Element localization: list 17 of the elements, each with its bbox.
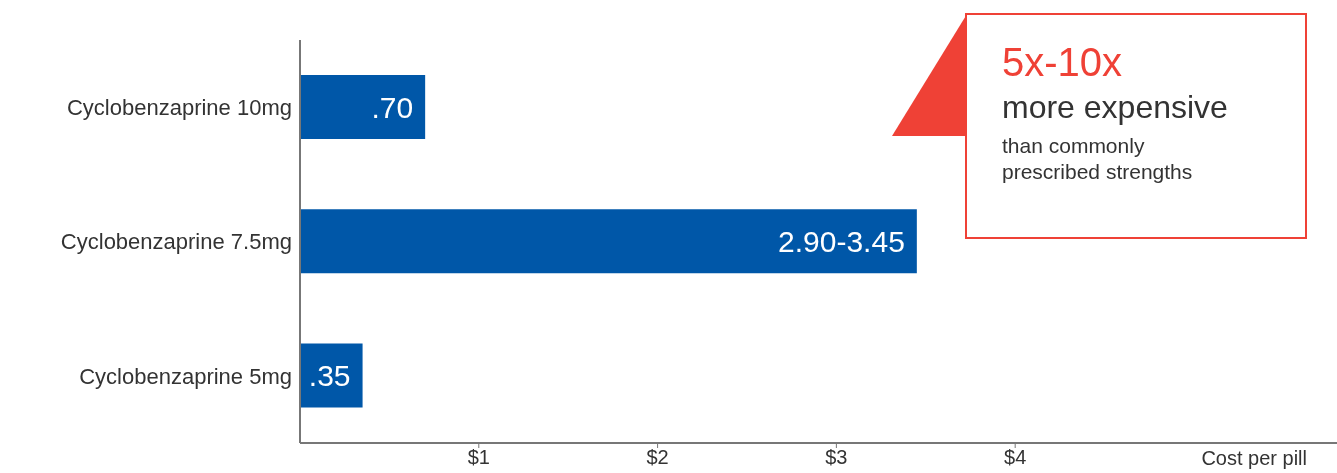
bar [300,209,917,274]
x-axis-title: Cost per pill [1201,447,1307,470]
x-tick-label: $3 [825,446,848,469]
y-tick-label: Cyclobenzaprine 7.5mg [60,229,292,255]
x-tick-label: $4 [1004,446,1027,469]
bar [300,343,363,408]
bar [300,74,426,139]
data-label: .35 [308,359,351,393]
data-label: .70 [371,90,414,124]
x-tick-label: $1 [467,446,490,469]
annotation: than commonly prescribed strengths [1002,133,1194,186]
annotation: 5x-10x [1002,39,1124,86]
data-label: 2.90-3.45 [778,224,905,258]
y-tick-label: Cyclobenzaprine 5mg [79,363,292,389]
x-tick-label: $2 [646,446,669,469]
y-tick-label: Cyclobenzaprine 10mg [66,94,292,120]
annotation: more expensive [1002,88,1229,127]
